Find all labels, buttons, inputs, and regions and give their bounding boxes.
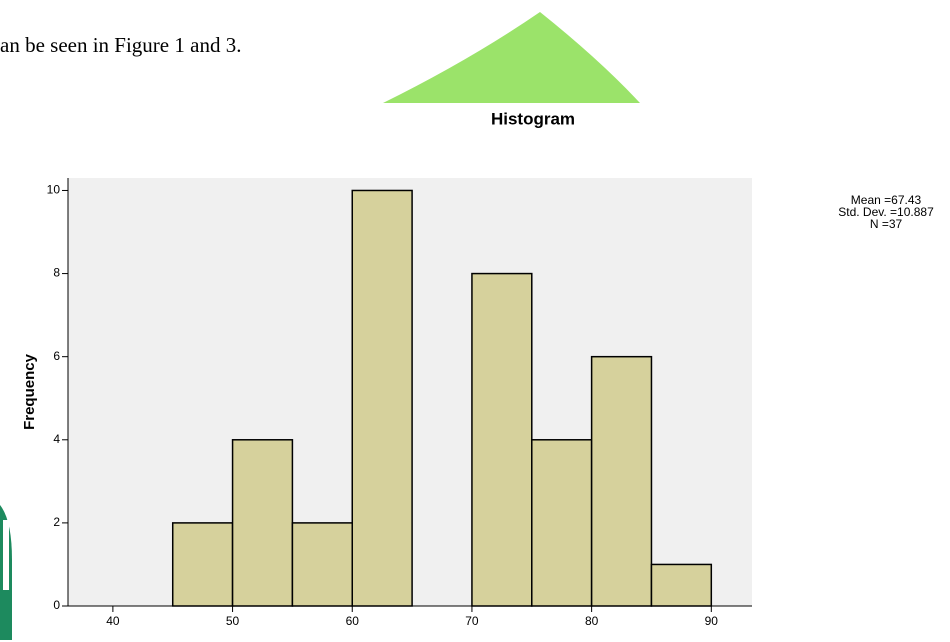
- bar: [291, 522, 354, 607]
- x-tick-label: 90: [705, 614, 719, 628]
- x-tick-label: 80: [585, 614, 599, 628]
- decoration: [3, 520, 9, 590]
- y-tick-label: 0: [53, 598, 60, 612]
- stats-annotation: N =37: [870, 217, 903, 231]
- y-tick-label: 8: [53, 266, 60, 280]
- x-tick-label: 40: [106, 614, 120, 628]
- y-tick-label: 10: [47, 183, 61, 197]
- x-tick-label: 70: [465, 614, 479, 628]
- bar: [231, 439, 294, 607]
- body-text: an be seen in Figure 1 and 3.: [0, 33, 241, 57]
- stats-annotation: Std. Dev. =10.887: [838, 205, 934, 219]
- bar: [471, 272, 533, 607]
- bar: [351, 189, 413, 607]
- x-tick-label: 60: [346, 614, 360, 628]
- bar: [650, 563, 713, 607]
- chart-title: Histogram: [491, 109, 575, 128]
- bar: [531, 439, 593, 607]
- stats-annotation: Mean =67.43: [851, 193, 922, 207]
- y-axis-label: Frequency: [21, 353, 38, 430]
- y-tick-label: 6: [53, 349, 60, 363]
- bar: [171, 522, 234, 607]
- y-tick-label: 4: [53, 432, 60, 446]
- decoration: [383, 12, 640, 103]
- x-tick-label: 50: [226, 614, 240, 628]
- y-tick-label: 2: [53, 515, 60, 529]
- bar: [590, 355, 653, 607]
